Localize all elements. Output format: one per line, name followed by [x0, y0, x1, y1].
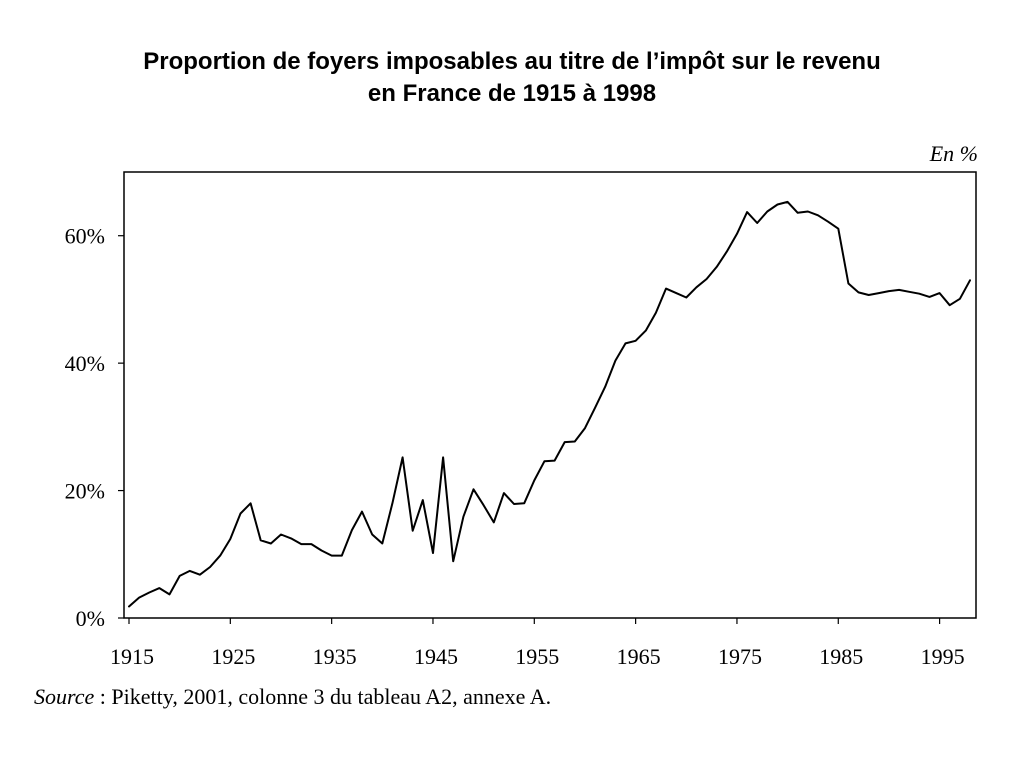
x-tick-label: 1955: [515, 644, 559, 669]
unit-label: En %: [929, 141, 978, 166]
y-tick-label: 60%: [65, 224, 105, 249]
y-tick-label: 0%: [76, 606, 105, 631]
chart-title-line-1: Proportion de foyers imposables au titre…: [143, 48, 881, 75]
chart-title-line-2: en France de 1915 à 1998: [367, 80, 657, 107]
y-tick-label: 20%: [65, 479, 105, 504]
series-line: [128, 200, 971, 608]
x-tick-label: 1995: [921, 644, 965, 669]
source-label: Source: [34, 684, 95, 709]
chart-title: Proportion de foyers imposables au titre…: [0, 46, 1024, 110]
y-axis: 0% 20% 40% 60%: [65, 224, 124, 631]
source-text: Piketty, 2001, colonne 3 du tableau A2, …: [111, 684, 552, 709]
plot-frame: [123, 171, 977, 619]
x-tick-label: 1925: [211, 644, 255, 669]
y-tick-label: 40%: [65, 351, 105, 376]
x-tick-label: 1965: [617, 644, 661, 669]
x-tick-label: 1915: [110, 644, 154, 669]
source-note: Source : Piketty, 2001, colonne 3 du tab…: [34, 684, 551, 710]
source-separator: :: [94, 684, 112, 709]
x-tick-label: 1935: [313, 644, 357, 669]
x-tick-label: 1975: [718, 644, 762, 669]
x-tick-label: 1945: [414, 644, 458, 669]
x-axis: 1915 1925 1935 1945 1955 1965 1975 1985 1995: [110, 618, 965, 669]
x-tick-label: 1985: [819, 644, 863, 669]
series-layer: [128, 200, 971, 608]
